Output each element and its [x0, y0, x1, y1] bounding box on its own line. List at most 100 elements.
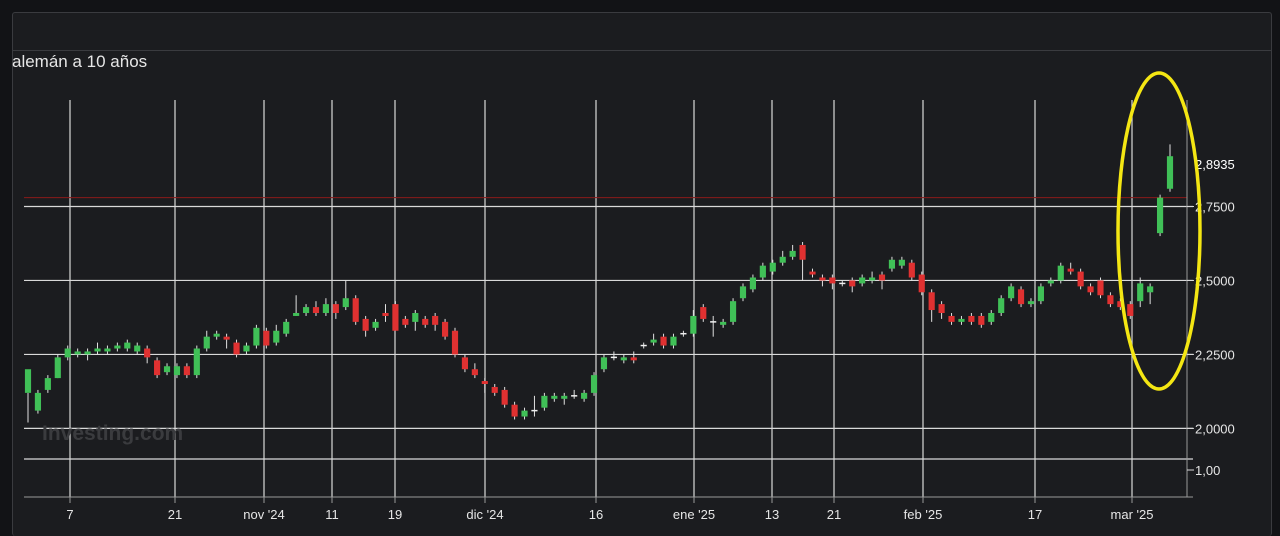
candle-body	[124, 342, 131, 349]
candle	[173, 363, 181, 379]
candle-body	[94, 348, 101, 352]
panel-toolbar	[13, 13, 1271, 51]
candle-body	[968, 315, 975, 322]
candle-body	[869, 277, 876, 281]
candle	[422, 315, 429, 328]
candle	[819, 274, 826, 287]
candle	[1166, 144, 1174, 192]
candle	[64, 345, 71, 361]
highlight-ellipse	[1116, 71, 1202, 391]
candle-body	[690, 315, 697, 334]
candle-body	[372, 321, 379, 328]
candle	[610, 351, 617, 361]
candle	[749, 274, 757, 293]
candle-body	[412, 313, 419, 322]
candle	[551, 392, 558, 402]
candle-body	[213, 333, 220, 337]
candle-body	[263, 330, 270, 346]
candle	[263, 327, 270, 349]
candle	[1057, 262, 1064, 284]
candle	[432, 313, 439, 331]
candle	[54, 354, 61, 379]
candle-body	[958, 318, 965, 322]
candle-body	[1077, 271, 1084, 287]
candle-body	[402, 318, 409, 325]
candle	[1077, 268, 1084, 290]
candle	[938, 301, 945, 319]
candle	[491, 384, 498, 396]
candle	[471, 363, 478, 379]
candle	[94, 342, 101, 355]
candle-body	[163, 366, 171, 373]
candle-body	[392, 304, 399, 331]
candle	[223, 333, 230, 349]
candle-body	[1137, 283, 1144, 302]
candle	[968, 313, 975, 325]
candle-body	[144, 348, 151, 358]
y-tick-label: 2,5000	[1195, 273, 1235, 288]
candle	[1107, 292, 1114, 308]
candle	[1008, 283, 1015, 302]
candle	[183, 363, 190, 379]
candle-body	[203, 336, 210, 349]
candle	[571, 389, 578, 399]
candle-body	[511, 404, 518, 417]
candle	[531, 395, 538, 417]
candle-body	[859, 277, 866, 284]
candle-body	[24, 369, 32, 393]
candle-body	[988, 313, 995, 322]
candle-body	[312, 307, 320, 313]
candle	[908, 259, 915, 281]
candle	[720, 318, 727, 328]
x-tick-label: 19	[388, 507, 402, 522]
candle-body	[382, 313, 389, 316]
candle	[729, 298, 737, 325]
candle	[1147, 283, 1154, 305]
candle	[759, 262, 766, 281]
candle	[1097, 277, 1104, 299]
candle	[640, 342, 647, 349]
candle-body	[551, 395, 558, 399]
candle-body	[461, 357, 469, 370]
candle	[680, 330, 687, 337]
x-tick-label: dic '24	[466, 507, 503, 522]
candle	[1137, 277, 1144, 308]
candle	[243, 342, 250, 355]
candle	[382, 304, 389, 322]
x-tick-label: 13	[765, 507, 779, 522]
candle	[928, 289, 935, 322]
x-tick-label: 17	[1028, 507, 1042, 522]
candle-body	[620, 357, 627, 361]
candle-body	[64, 348, 71, 358]
candle	[630, 351, 637, 364]
candle-body	[759, 265, 766, 278]
candle	[988, 310, 995, 325]
candle	[1037, 283, 1044, 305]
candle	[134, 342, 141, 355]
candle	[74, 348, 81, 358]
candle-body	[1097, 280, 1104, 296]
candle-body	[451, 330, 459, 355]
candle-body	[243, 345, 250, 352]
candle-body	[1008, 286, 1015, 299]
candle	[958, 315, 965, 325]
y-tick-label: 2,7500	[1195, 200, 1235, 215]
candle-body	[849, 280, 856, 287]
candle	[362, 315, 369, 337]
candle-body	[660, 336, 667, 346]
candle	[918, 271, 925, 296]
x-tick-label: mar '25	[1111, 507, 1154, 522]
y-tick-label-lower: 1,00	[1195, 463, 1220, 478]
candle-body	[273, 330, 280, 343]
candle-body	[918, 274, 925, 293]
candle	[620, 354, 627, 364]
candle	[590, 372, 598, 396]
watermark-logo: Investing.com	[42, 422, 183, 445]
candle	[948, 313, 955, 325]
candle-body	[34, 392, 42, 411]
x-tick-label: ene '25	[673, 507, 715, 522]
candle-body	[491, 386, 498, 393]
candle-body	[769, 262, 776, 272]
candle-body	[1107, 295, 1114, 305]
